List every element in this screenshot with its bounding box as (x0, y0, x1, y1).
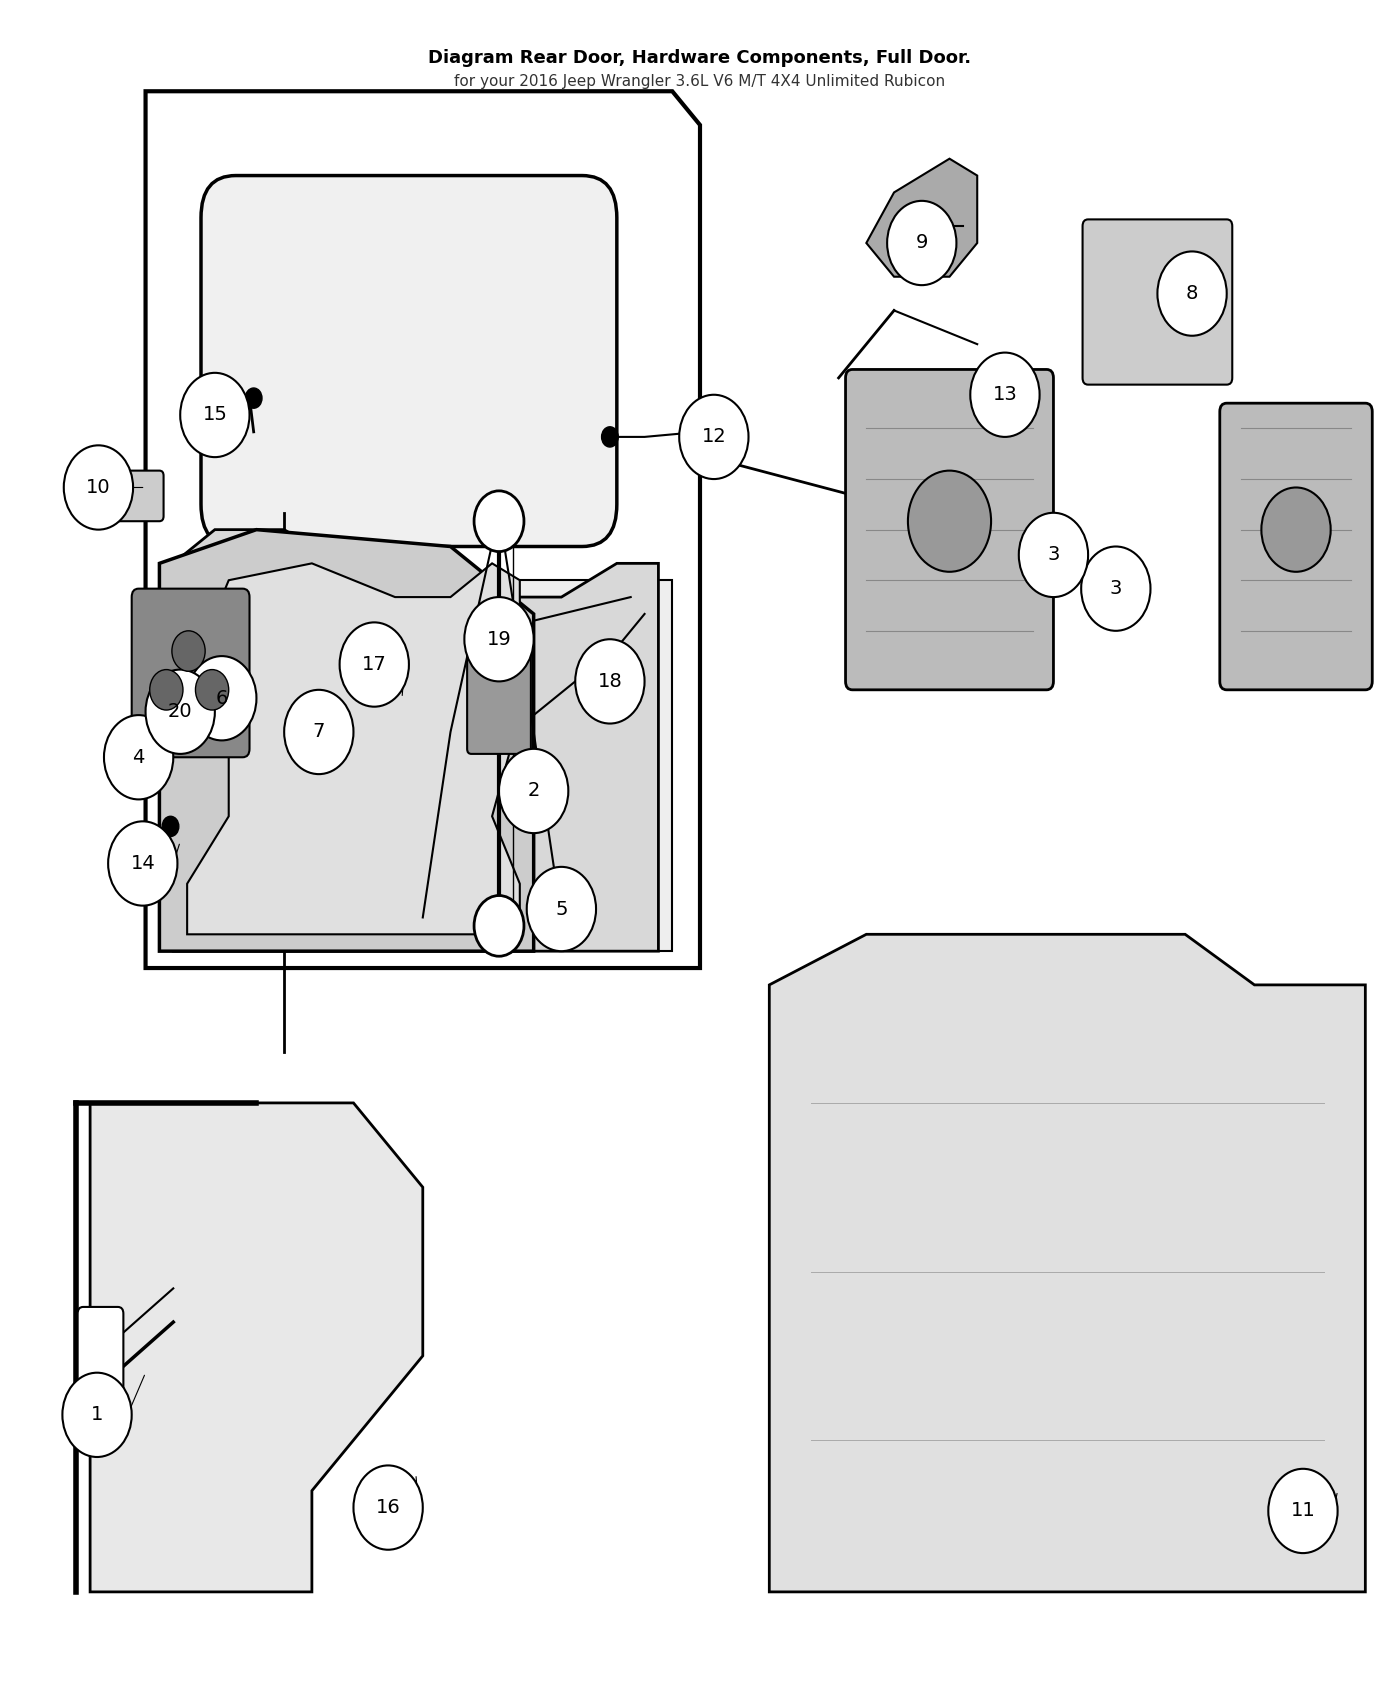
Circle shape (475, 896, 524, 955)
FancyBboxPatch shape (1219, 403, 1372, 690)
Text: 18: 18 (598, 672, 622, 690)
Circle shape (1268, 1469, 1337, 1554)
Circle shape (108, 821, 178, 906)
Circle shape (1019, 513, 1088, 597)
Polygon shape (188, 563, 519, 935)
Text: 17: 17 (361, 654, 386, 673)
Text: 20: 20 (168, 702, 193, 721)
Circle shape (150, 670, 183, 711)
Circle shape (188, 656, 256, 741)
Text: 11: 11 (1291, 1501, 1316, 1520)
Text: 12: 12 (701, 427, 727, 447)
Circle shape (1158, 252, 1226, 335)
Text: 4: 4 (133, 748, 144, 767)
Circle shape (970, 352, 1040, 437)
Circle shape (475, 491, 524, 551)
Circle shape (498, 748, 568, 833)
Text: 1: 1 (91, 1406, 104, 1425)
Circle shape (888, 201, 956, 286)
Text: 3: 3 (1110, 580, 1121, 598)
Text: 2: 2 (528, 782, 540, 801)
Circle shape (353, 1465, 423, 1550)
Circle shape (284, 690, 353, 774)
Circle shape (196, 670, 228, 711)
Circle shape (181, 372, 249, 457)
Text: 5: 5 (556, 899, 567, 918)
FancyBboxPatch shape (202, 175, 617, 546)
Text: 9: 9 (916, 233, 928, 253)
Polygon shape (770, 935, 1365, 1591)
Text: for your 2016 Jeep Wrangler 3.6L V6 M/T 4X4 Unlimited Rubicon: for your 2016 Jeep Wrangler 3.6L V6 M/T … (455, 75, 945, 90)
Circle shape (909, 471, 991, 571)
FancyBboxPatch shape (1082, 219, 1232, 384)
Text: 19: 19 (487, 629, 511, 649)
Text: Diagram Rear Door, Hardware Components, Full Door.: Diagram Rear Door, Hardware Components, … (428, 49, 972, 66)
Text: 13: 13 (993, 386, 1018, 405)
Circle shape (679, 394, 749, 479)
FancyBboxPatch shape (468, 643, 531, 753)
Circle shape (104, 716, 174, 799)
Circle shape (146, 670, 214, 753)
Polygon shape (160, 530, 533, 952)
Circle shape (340, 622, 409, 707)
Polygon shape (867, 158, 977, 277)
Circle shape (575, 639, 644, 724)
Text: 7: 7 (312, 722, 325, 741)
Circle shape (64, 445, 133, 530)
Circle shape (1081, 546, 1151, 631)
Text: 6: 6 (216, 688, 228, 707)
Circle shape (245, 388, 262, 408)
Text: 14: 14 (130, 853, 155, 874)
Text: 16: 16 (375, 1498, 400, 1516)
Circle shape (465, 597, 533, 682)
FancyBboxPatch shape (85, 471, 164, 522)
Circle shape (1261, 488, 1330, 571)
Circle shape (526, 867, 596, 952)
Circle shape (63, 1372, 132, 1457)
Text: 15: 15 (203, 406, 227, 425)
Circle shape (172, 631, 206, 672)
Polygon shape (174, 530, 658, 952)
Polygon shape (90, 1103, 423, 1591)
FancyBboxPatch shape (77, 1307, 123, 1413)
Polygon shape (188, 580, 672, 952)
Text: 3: 3 (1047, 546, 1060, 564)
Text: 8: 8 (1186, 284, 1198, 303)
Circle shape (162, 816, 179, 836)
Text: 10: 10 (87, 478, 111, 496)
FancyBboxPatch shape (846, 369, 1053, 690)
FancyBboxPatch shape (132, 588, 249, 756)
Circle shape (602, 427, 619, 447)
